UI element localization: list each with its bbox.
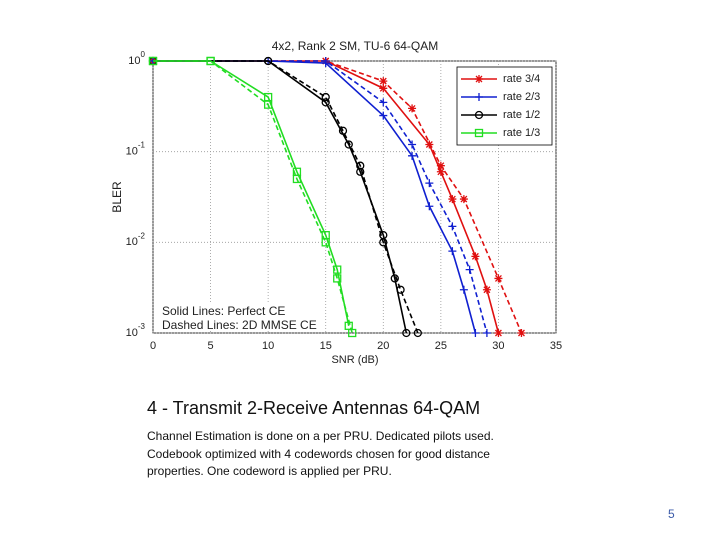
marker (148, 56, 158, 66)
annotation: Dashed Lines: 2D MMSE CE (162, 318, 317, 332)
marker (448, 195, 457, 204)
marker (482, 329, 491, 337)
chart-title: 4x2, Rank 2 SM, TU-6 64-QAM (272, 39, 439, 53)
marker (448, 247, 457, 256)
marker (494, 274, 503, 283)
marker (471, 252, 480, 261)
marker (436, 161, 445, 170)
marker (474, 110, 484, 120)
dashed-line (153, 60, 353, 334)
marker (517, 329, 526, 337)
marker (396, 285, 405, 294)
marker (471, 329, 480, 337)
marker (321, 92, 330, 102)
chart: 4x2, Rank 2 SM, TU-6 64-QAM SNR (dB) BLE… (110, 39, 562, 366)
legend: rate 3/4 rate 2/3 rate 1/2 rate 1/3 (456, 66, 553, 146)
marker (436, 167, 445, 176)
marker (356, 167, 365, 176)
legend-label: rate 1/2 (503, 109, 540, 121)
annotation: Solid Lines: Perfect CE (162, 304, 285, 318)
marker (379, 111, 388, 120)
solid-line (153, 60, 408, 334)
marker (475, 93, 483, 101)
y-tick-label: 10-1 (126, 141, 146, 158)
x-axis-label: SNR (dB) (331, 354, 378, 366)
marker (379, 84, 388, 93)
marker (348, 328, 357, 338)
marker (482, 285, 491, 294)
y-tick-label: 10-3 (126, 322, 146, 339)
x-tick-label: 30 (492, 340, 504, 352)
x-tick-label: 10 (262, 340, 274, 352)
marker (413, 328, 422, 338)
marker (379, 98, 388, 107)
annotation-box (157, 303, 325, 331)
body-line: properties. One codeword is applied per … (147, 464, 392, 478)
marker (321, 57, 330, 65)
marker (425, 202, 434, 211)
body-line: Codebook optimized with 4 codewords chos… (147, 446, 490, 461)
dashed-line (153, 60, 488, 334)
marker (292, 174, 302, 184)
marker (459, 285, 468, 294)
marker (321, 98, 330, 107)
marker (390, 274, 399, 283)
y-tick-label: 100 (128, 50, 145, 67)
marker (333, 274, 342, 283)
marker (408, 104, 417, 113)
slide-body: Channel Estimation is done on a per PRU.… (147, 428, 567, 481)
x-tick-label: 35 (550, 340, 562, 352)
marker (379, 77, 388, 86)
legend-box (456, 66, 553, 146)
marker (408, 151, 417, 160)
marker (494, 329, 503, 337)
marker (474, 128, 484, 138)
legend-label: rate 3/4 (503, 73, 540, 85)
y-axis-label: BLER (110, 181, 124, 213)
marker (263, 56, 273, 66)
y-tick-label: 10-2 (126, 231, 146, 248)
marker (402, 328, 411, 338)
x-tick-label: 15 (320, 340, 332, 352)
marker (448, 222, 457, 231)
x-tick-label: 25 (435, 340, 447, 352)
marker (408, 140, 417, 149)
marker (356, 161, 365, 170)
marker (321, 238, 330, 247)
legend-label: rate 2/3 (503, 91, 540, 103)
x-tick-label: 20 (377, 340, 389, 352)
marker (475, 75, 483, 83)
legend-label: rate 1/3 (503, 127, 540, 139)
marker (459, 195, 468, 204)
x-tick-label: 0 (150, 340, 156, 352)
marker (379, 238, 388, 247)
dashed-line (153, 60, 419, 334)
body-line: Channel Estimation is done on a per PRU.… (147, 429, 494, 443)
x-tick-label: 5 (208, 340, 214, 352)
slide-heading: 4 - Transmit 2-Receive Antennas 64-QAM (147, 398, 481, 418)
dashed-line (153, 60, 523, 334)
marker (465, 265, 474, 274)
marker (206, 56, 215, 66)
marker (263, 100, 273, 109)
marker (338, 126, 348, 135)
marker (425, 179, 434, 188)
page-number: 5 (668, 507, 675, 521)
